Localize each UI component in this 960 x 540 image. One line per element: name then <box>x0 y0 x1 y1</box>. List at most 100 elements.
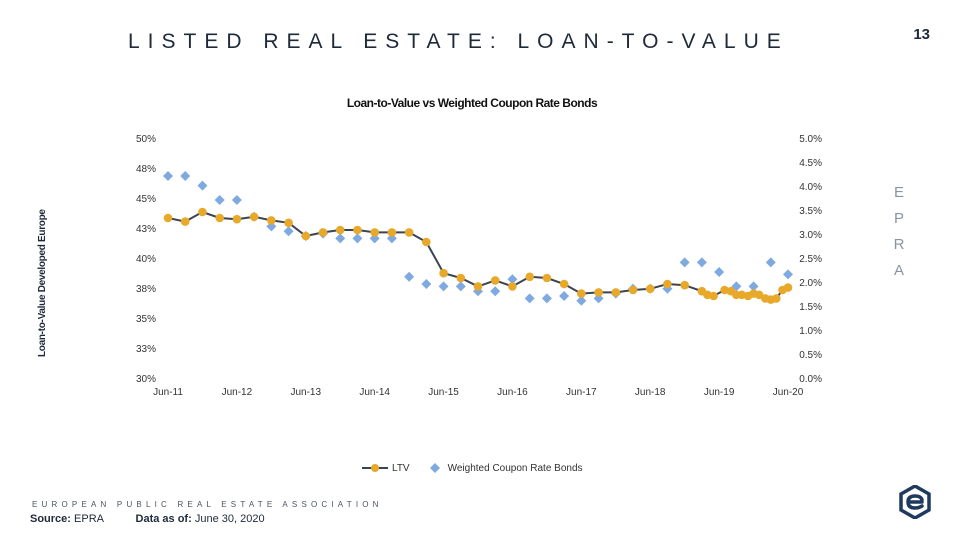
legend-bonds-label: Weighted Coupon Rate Bonds <box>447 462 583 474</box>
bonds-point <box>352 233 363 244</box>
ltv-point <box>559 279 569 289</box>
y-tick-left: 45% <box>136 194 157 205</box>
ltv-point <box>542 273 552 283</box>
bonds-point <box>748 281 759 292</box>
ltv-point <box>404 228 414 237</box>
x-tick: Jun-15 <box>428 387 459 398</box>
footer-source: Source: EPRA Data as of: June 30, 2020 <box>30 513 265 525</box>
asof-value: June 30, 2020 <box>194 513 265 525</box>
bonds-point <box>421 279 432 289</box>
legend-bonds-marker <box>429 463 440 473</box>
ltv-point <box>525 272 534 282</box>
page-number: 13 <box>913 26 930 43</box>
x-tick: Jun-12 <box>221 387 253 398</box>
ltv-point <box>163 213 173 223</box>
ltv-point <box>772 294 781 303</box>
y-tick-right: 1.0% <box>799 326 822 337</box>
ltv-point <box>456 273 466 283</box>
bonds-point <box>438 281 449 292</box>
association-name: EUROPEAN PUBLIC REAL ESTATE ASSOCIATION <box>32 500 383 509</box>
ltv-point <box>709 291 718 301</box>
ltv-point <box>284 218 293 228</box>
bonds-point <box>231 195 242 205</box>
side-letter: A <box>893 262 904 279</box>
bonds-point <box>765 257 776 268</box>
y-tick-left: 40% <box>136 254 157 265</box>
ltv-point <box>232 214 242 224</box>
y-tick-right: 0.5% <box>799 350 822 361</box>
epra-logo-icon[interactable] <box>898 485 932 519</box>
bonds-point <box>455 281 466 292</box>
bonds-point <box>696 257 707 268</box>
y-tick-right: 5.0% <box>799 134 822 145</box>
side-letters: E P R A <box>888 180 910 284</box>
ltv-point <box>422 237 431 247</box>
x-tick: Jun-13 <box>290 387 322 398</box>
bonds-point <box>679 257 690 268</box>
ltv-point <box>198 207 207 217</box>
y-tick-right: 1.5% <box>799 302 822 313</box>
x-tick: Jun-17 <box>566 387 597 398</box>
y-tick-right: 2.0% <box>799 278 822 289</box>
ltv-point <box>611 288 621 297</box>
bonds-point <box>559 291 570 301</box>
ltv-point <box>301 231 311 241</box>
y-tick-right: 3.0% <box>799 230 822 241</box>
x-tick: Jun-16 <box>497 387 528 398</box>
bonds-point <box>524 293 535 304</box>
y-tick-left: 43% <box>136 224 157 235</box>
ltv-point <box>267 216 276 225</box>
chart-title: Loan-to-Value vs Weighted Coupon Rate Bo… <box>346 96 598 110</box>
ltv-point <box>215 213 224 223</box>
y-tick-left: 33% <box>136 344 157 355</box>
side-letter: R <box>893 236 905 253</box>
y-tick-right: 4.5% <box>799 158 822 169</box>
y-tick-right: 4.0% <box>799 182 822 193</box>
ltv-point <box>439 268 448 278</box>
bonds-point <box>180 171 191 181</box>
x-tick: Jun-11 <box>153 387 183 398</box>
ltv-point <box>490 276 500 285</box>
bonds-point <box>283 226 294 237</box>
ltv-point <box>628 285 638 295</box>
ltv-point <box>577 289 586 298</box>
side-letter: E <box>893 184 904 201</box>
ltv-point <box>680 280 689 290</box>
x-tick: Jun-20 <box>772 387 804 398</box>
bonds-point <box>714 267 725 277</box>
bonds-point <box>541 293 552 304</box>
ltv-point <box>663 279 672 289</box>
bonds-point <box>163 171 173 181</box>
ltv-point <box>754 290 764 300</box>
legend: LTV Weighted Coupon Rate Bonds <box>362 462 601 474</box>
y-tick-right: 3.5% <box>799 206 822 217</box>
y-tick-left: 35% <box>136 314 157 325</box>
asof-label: Data as of: <box>135 513 192 525</box>
ltv-point <box>370 228 380 237</box>
side-letter: P <box>893 210 904 227</box>
y-tick-left: 48% <box>136 164 157 175</box>
ltv-point <box>180 217 190 226</box>
ltv-point <box>594 288 603 297</box>
bonds-point <box>576 295 587 306</box>
ltv-point <box>249 212 259 222</box>
y-tick-left: 50% <box>136 134 157 145</box>
ltv-point <box>783 283 793 292</box>
y-tick-right: 0.0% <box>799 374 822 385</box>
legend-item-bonds: Weighted Coupon Rate Bonds <box>428 462 583 474</box>
bonds-point <box>404 271 415 282</box>
ltv-point <box>645 284 655 294</box>
y-tick-left: 30% <box>136 374 157 385</box>
bonds-point <box>783 269 793 280</box>
legend-item-ltv: LTV <box>362 463 410 474</box>
x-tick: Jun-14 <box>359 387 390 398</box>
y-tick-left: 38% <box>136 284 157 295</box>
ltv-point <box>473 282 483 291</box>
x-tick: Jun-19 <box>703 387 735 398</box>
bonds-point <box>197 180 208 191</box>
y-tick-right: 2.5% <box>799 254 822 265</box>
ltv-point <box>318 228 328 237</box>
ltv-point <box>508 282 517 291</box>
source-value: EPRA <box>74 513 104 525</box>
